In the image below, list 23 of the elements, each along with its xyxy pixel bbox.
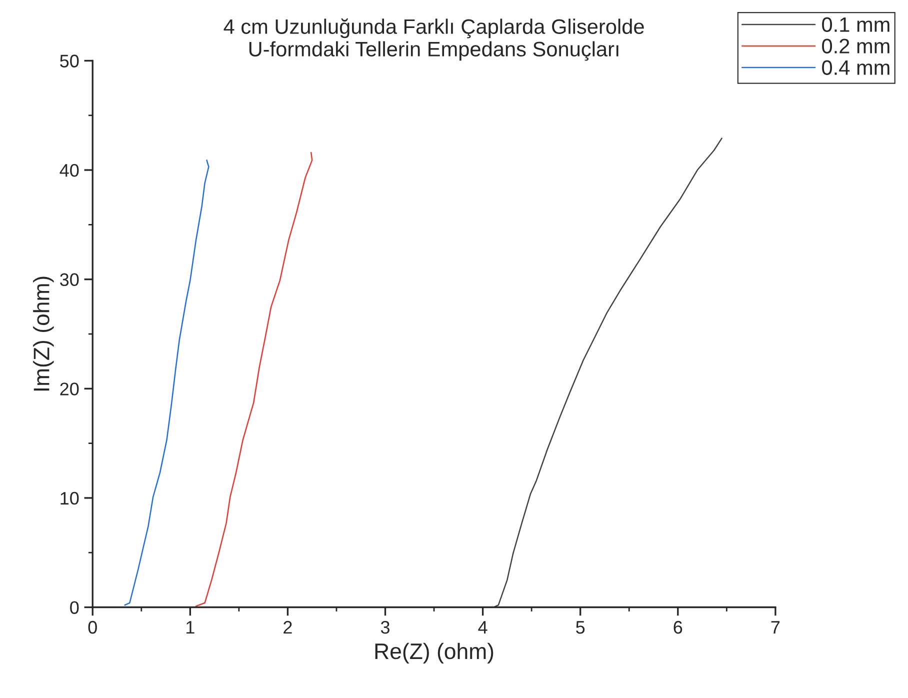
legend-label: 0.4 mm <box>822 60 890 75</box>
x-tick-label: 7 <box>771 621 780 634</box>
line-series <box>492 138 722 608</box>
x-tick-label: 0 <box>88 620 97 634</box>
x-tick-label: 6 <box>674 620 682 634</box>
legend-label: 0.1 mm <box>822 17 890 32</box>
y-tick-label: 20 <box>60 382 79 396</box>
chart-title: 4 cm Uzunluğunda Farklı Çaplarda Gliserolde U-formdaki Tellerin Empedans Sonuçları <box>224 18 644 61</box>
x-tick-label: 2 <box>284 620 292 634</box>
line-series <box>195 152 313 607</box>
y-tick-label: 30 <box>60 273 79 286</box>
y-tick-label: 0 <box>70 601 79 614</box>
x-tick-label: 1 <box>186 621 194 634</box>
x-tick-label: 5 <box>576 621 585 634</box>
line-series <box>124 160 210 606</box>
y-tick-label: 40 <box>60 164 79 177</box>
x-tick-label: 4 <box>478 621 488 634</box>
x-tick-label: 3 <box>380 620 390 634</box>
y-tick-label: 50 <box>60 54 79 68</box>
legend-label: 0.2 mm <box>822 38 890 54</box>
y-tick-label: 10 <box>60 492 79 505</box>
y-axis-title: Im(Z) (ohm) <box>33 276 54 391</box>
x-axis-title: Re(Z) (ohm) <box>375 642 494 664</box>
